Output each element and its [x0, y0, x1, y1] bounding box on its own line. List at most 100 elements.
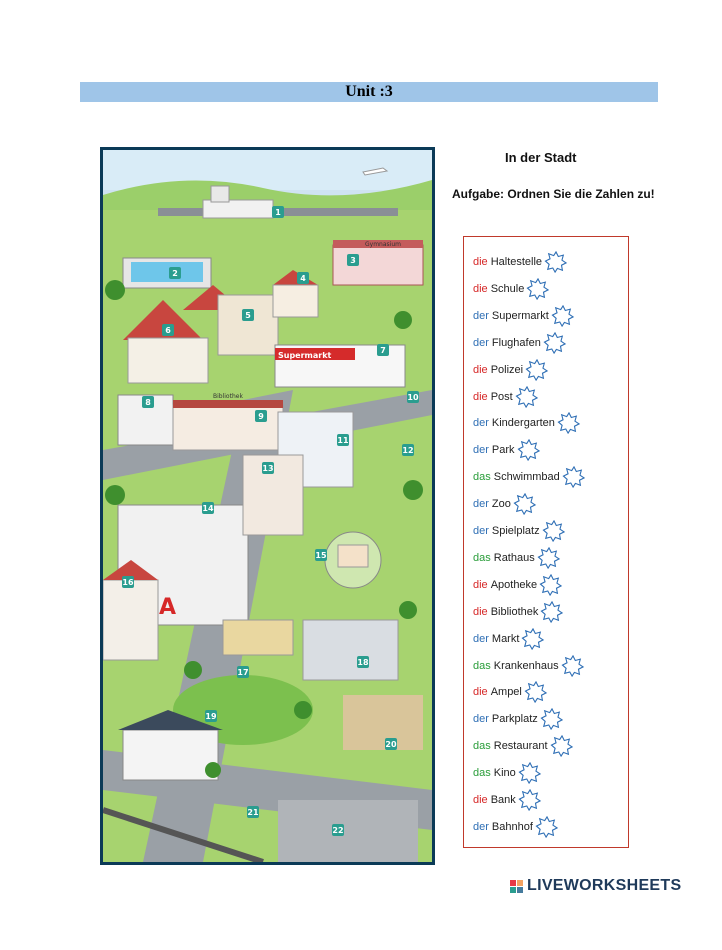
vocab-article: die	[473, 794, 488, 806]
logo-grid-icon	[510, 879, 523, 893]
answer-star-input[interactable]	[561, 654, 585, 677]
vocab-noun: Parkplatz	[491, 713, 538, 726]
vocab-article: das	[473, 740, 491, 753]
vocab-noun: Bibliothek	[490, 605, 539, 618]
map-number-label: 9	[258, 412, 264, 421]
vocab-item: die Apotheke	[473, 573, 563, 596]
map-number-marker	[385, 738, 397, 750]
answer-star-input[interactable]	[540, 708, 564, 731]
vocab-article: das	[473, 551, 491, 564]
map-number-label: 3	[350, 256, 356, 265]
vocab-noun: Krankenhaus	[493, 659, 559, 672]
answer-star-input[interactable]	[544, 251, 568, 273]
vocab-noun: Rathaus	[493, 551, 535, 564]
vocab-article: der	[473, 632, 489, 645]
map-number-marker	[347, 254, 359, 266]
vocab-noun: Kindergarten	[491, 417, 555, 430]
vocab-noun: Haltestelle	[490, 256, 543, 268]
map-number-marker	[407, 391, 419, 403]
vocab-noun: Park	[491, 444, 515, 457]
map-number-marker	[202, 502, 214, 514]
answer-star-input[interactable]	[540, 600, 564, 623]
map-number-marker	[272, 206, 284, 218]
answer-star-input[interactable]	[562, 466, 586, 489]
answer-star-input[interactable]	[535, 815, 559, 838]
vocab-article: der	[473, 309, 489, 322]
answer-star-input[interactable]	[539, 573, 563, 596]
exercise-task: Aufgabe: Ordnen Sie die Zahlen zu!	[452, 187, 655, 201]
vocab-item: die Post	[473, 385, 539, 408]
map-number-label: 18	[357, 658, 369, 667]
vocab-item: der Park	[473, 439, 541, 462]
vocab-noun: Markt	[491, 632, 520, 645]
vocab-noun: Zoo	[491, 498, 511, 511]
vocab-item: die Schule	[473, 277, 550, 300]
vocab-list: die Haltestelle die Schule der Supermarkt der F…	[463, 236, 629, 848]
vocab-article: die	[473, 256, 488, 268]
vocab-noun: Schwimmbad	[493, 471, 560, 484]
answer-star-input[interactable]	[518, 789, 542, 811]
map-number-label: 13	[262, 464, 273, 473]
map-number-marker	[205, 710, 217, 722]
vocab-article: der	[473, 498, 489, 511]
map-number-label: 4	[300, 274, 306, 283]
map-number-marker	[262, 462, 274, 474]
liveworksheets-logo: LIVEWORKSHEETS	[510, 877, 681, 895]
map-number-label: 11	[337, 436, 349, 445]
answer-star-input[interactable]	[524, 681, 548, 704]
vocab-article: der	[473, 820, 489, 833]
answer-star-input[interactable]	[557, 412, 581, 435]
answer-star-input[interactable]	[526, 277, 550, 300]
vocab-item: der Flughafen	[473, 331, 567, 354]
map-number-label: 17	[237, 668, 248, 677]
vocab-article: der	[473, 417, 489, 430]
map-number-marker	[242, 309, 254, 321]
map-number-label: 21	[247, 808, 259, 817]
answer-star-input[interactable]	[517, 439, 541, 462]
map-number-marker	[162, 324, 174, 336]
map-number-marker	[247, 806, 259, 818]
map-number-label: 14	[202, 504, 214, 513]
answer-star-input[interactable]	[537, 546, 561, 569]
map-label-bibliothek: Bibliothek	[213, 393, 243, 400]
vocab-article: das	[473, 767, 491, 780]
map-label-supermarkt: Supermarkt	[278, 351, 332, 360]
map-number-label: 15	[315, 551, 327, 560]
answer-star-input[interactable]	[542, 520, 566, 542]
map-number-label: 20	[385, 740, 397, 749]
vocab-article: der	[473, 713, 489, 726]
vocab-noun: Spielplatz	[491, 525, 540, 537]
map-number-label: 12	[402, 446, 413, 455]
vocab-item: der Kindergarten	[473, 412, 581, 435]
answer-star-input[interactable]	[515, 385, 539, 408]
exercise-title: In der Stadt	[505, 150, 577, 165]
answer-star-input[interactable]	[550, 735, 574, 758]
unit-title: Unit :3	[345, 83, 393, 100]
vocab-article: die	[473, 390, 488, 403]
answer-star-input[interactable]	[513, 493, 537, 516]
answer-star-input[interactable]	[551, 304, 575, 327]
map-number-marker	[142, 396, 154, 408]
vocab-item: das Rathaus	[473, 546, 561, 569]
answer-star-input[interactable]	[525, 358, 549, 381]
vocab-item: der Spielplatz	[473, 520, 566, 542]
unit-title-bar: Unit :3	[80, 82, 658, 102]
map-number-label: 2	[172, 269, 178, 278]
answer-star-input[interactable]	[543, 331, 567, 354]
vocab-item: das Restaurant	[473, 735, 574, 758]
map-number-label: 6	[165, 326, 171, 335]
vocab-item: das Krankenhaus	[473, 654, 585, 677]
vocab-article: die	[473, 605, 488, 618]
answer-star-input[interactable]	[521, 627, 545, 650]
vocab-article: das	[473, 471, 491, 484]
map-number-label: 1	[275, 208, 281, 217]
vocab-item: der Bahnhof	[473, 815, 559, 838]
answer-star-input[interactable]	[518, 762, 542, 785]
pharmacy-a-icon: A	[159, 595, 176, 620]
vocab-item: die Polizei	[473, 358, 549, 381]
vocab-article: die	[473, 578, 488, 591]
vocab-article: der	[473, 525, 489, 537]
vocab-article: der	[473, 336, 489, 349]
vocab-item: der Supermarkt	[473, 304, 575, 327]
